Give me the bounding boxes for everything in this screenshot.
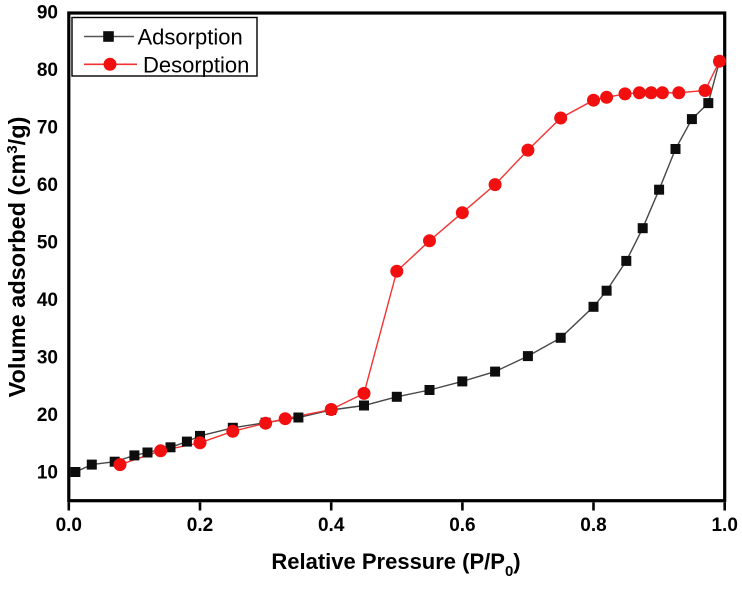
svg-text:90: 90 bbox=[37, 3, 58, 24]
svg-text:Volume adsorbed (cm3/g): Volume adsorbed (cm3/g) bbox=[4, 117, 30, 398]
svg-text:0.2: 0.2 bbox=[187, 515, 213, 536]
svg-text:0.6: 0.6 bbox=[449, 515, 475, 536]
svg-text:60: 60 bbox=[37, 175, 58, 196]
svg-text:50: 50 bbox=[37, 233, 58, 254]
svg-text:10: 10 bbox=[37, 463, 58, 484]
svg-text:0.0: 0.0 bbox=[56, 515, 82, 536]
svg-text:70: 70 bbox=[37, 118, 58, 139]
svg-text:Adsorption: Adsorption bbox=[138, 25, 243, 50]
svg-text:80: 80 bbox=[37, 60, 58, 81]
svg-text:30: 30 bbox=[37, 348, 58, 369]
svg-text:20: 20 bbox=[37, 405, 58, 426]
svg-text:0.8: 0.8 bbox=[580, 515, 606, 536]
svg-text:40: 40 bbox=[37, 290, 58, 311]
svg-text:1.0: 1.0 bbox=[711, 515, 737, 536]
svg-text:Desorption: Desorption bbox=[143, 52, 249, 77]
svg-text:0.4: 0.4 bbox=[318, 515, 345, 536]
